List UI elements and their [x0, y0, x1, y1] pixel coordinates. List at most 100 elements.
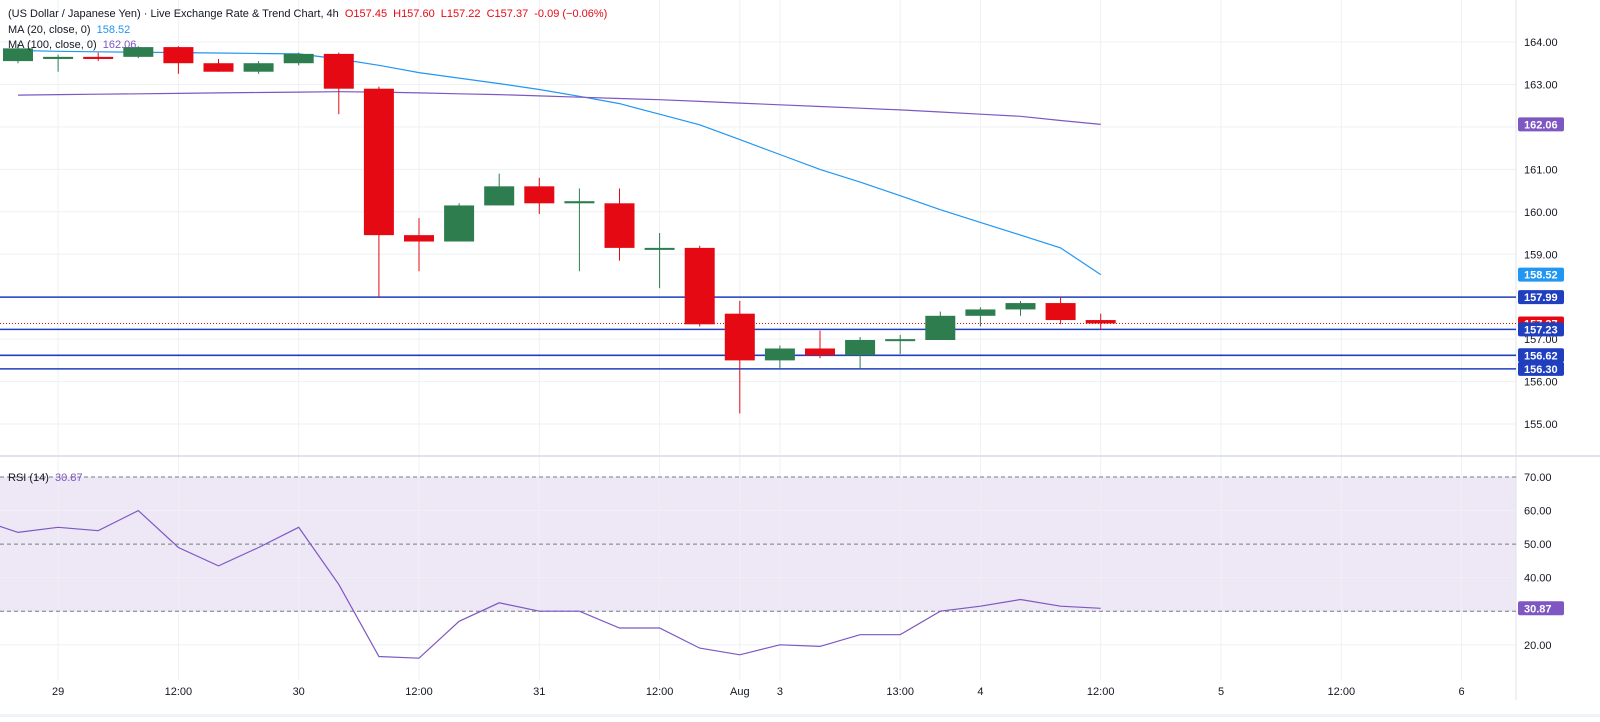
price-tag: [1518, 322, 1564, 337]
time-axis-tick-label: 29: [52, 686, 64, 698]
price-axis-tick-label: 156.00: [1524, 377, 1558, 389]
candle: [564, 188, 595, 272]
candle-body: [404, 235, 434, 242]
candle: [83, 52, 114, 62]
ma20-label: MA (20, close, 0): [8, 24, 91, 36]
candle: [1085, 313, 1116, 330]
rsi-tag-label: 30.87: [1524, 603, 1552, 615]
price-axis-tick-label: 161.00: [1524, 164, 1558, 176]
time-axis-tick-label: 31: [533, 686, 545, 698]
price-axis-tick-label: 157.00: [1524, 334, 1558, 346]
high-value: H157.60: [393, 8, 435, 20]
candle: [724, 300, 755, 414]
candle-body: [524, 186, 555, 204]
time-axis-tick-label: 12:00: [646, 686, 674, 698]
candle: [404, 218, 434, 272]
change-value: -0.09 (−0.06%): [534, 8, 608, 20]
candle: [925, 311, 956, 340]
time-axis-tick-label: 12:00: [405, 686, 433, 698]
candle-body: [805, 348, 835, 356]
candle: [845, 337, 876, 369]
open-value: O157.45: [344, 8, 388, 20]
candle: [644, 233, 675, 289]
ma100-legend: MA (100, close, 0) 162.06: [8, 38, 139, 53]
price-tag-label: 158.52: [1524, 270, 1558, 282]
time-axis-tick-label: 6: [1459, 686, 1465, 698]
candle: [163, 46, 194, 74]
price-tag: [1518, 361, 1564, 376]
candle: [524, 177, 555, 214]
candle: [805, 330, 835, 359]
rsi-value: 30.87: [55, 472, 83, 484]
rsi-axis-tick-label: 20.00: [1524, 640, 1552, 652]
ma20-value: 158.52: [96, 24, 131, 36]
candle-body: [203, 63, 234, 72]
candle: [484, 173, 515, 206]
price-tag-label: 156.62: [1524, 350, 1558, 362]
candle-body: [3, 48, 33, 62]
candle: [885, 334, 916, 355]
rsi-axis-tick-label: 50.00: [1524, 539, 1552, 551]
price-axis-tick-label: 155.00: [1524, 419, 1558, 431]
rsi-axis-tick-label: 40.00: [1524, 573, 1552, 585]
price-tag-label: 157.23: [1524, 324, 1558, 336]
ma100-label: MA (100, close, 0): [8, 39, 97, 51]
price-tag-label: 157.99: [1524, 292, 1558, 304]
time-axis-tick-label: 12:00: [1328, 686, 1356, 698]
ma100-value: 162.06: [102, 39, 137, 51]
time-axis-tick-label: 4: [977, 686, 983, 698]
price-axis-tick-label: 164.00: [1524, 37, 1558, 49]
candle-body: [845, 339, 876, 356]
candle-body: [925, 315, 956, 340]
rsi-label: RSI (14): [8, 472, 49, 484]
time-axis-tick-label: 30: [293, 686, 305, 698]
candle: [444, 203, 475, 242]
candle-body: [644, 247, 675, 250]
price-tag-label: 156.30: [1524, 364, 1558, 376]
bottom-scrollbar[interactable]: [0, 714, 1600, 717]
time-axis-tick-label: 5: [1218, 686, 1224, 698]
price-tag: [1518, 267, 1564, 282]
price-axis-tick-label: 160.00: [1524, 207, 1558, 219]
candle: [764, 345, 795, 369]
candle-body: [1085, 320, 1116, 324]
rsi-line: [0, 509, 1101, 659]
candle-body: [885, 339, 916, 342]
close-value: C157.37: [486, 8, 529, 20]
ma20-legend: MA (20, close, 0) 158.52: [8, 23, 133, 38]
candle-body: [83, 56, 114, 59]
candle: [604, 188, 635, 261]
candle: [3, 44, 33, 64]
price-axis-tick-label: 159.00: [1524, 249, 1558, 261]
candle-body: [363, 88, 394, 236]
price-tag-label: 162.06: [1524, 119, 1558, 131]
candle-body: [724, 313, 755, 361]
candle-body: [965, 309, 996, 316]
candle: [43, 54, 74, 72]
candle: [323, 52, 354, 115]
candle: [123, 46, 154, 59]
time-axis-tick-label: 12:00: [165, 686, 193, 698]
price-tag: [1518, 290, 1564, 305]
rsi-legend: RSI (14) 30.87: [8, 471, 86, 486]
rsi-axis-tick-label: 60.00: [1524, 506, 1552, 518]
candle: [243, 61, 274, 74]
candle-body: [1005, 303, 1036, 310]
candle-body: [43, 56, 74, 59]
candle-body: [123, 47, 154, 57]
price-axis-tick-label: 163.00: [1524, 79, 1558, 91]
candle-body: [484, 186, 515, 206]
candle-body: [163, 47, 194, 64]
time-axis-tick-label: 13:00: [886, 686, 914, 698]
candle-body: [1045, 303, 1076, 321]
candle: [965, 307, 996, 327]
chart-title: (US Dollar / Japanese Yen) · Live Exchan…: [8, 8, 339, 20]
low-value: L157.22: [440, 8, 481, 20]
candle-body: [283, 53, 314, 64]
ma20-line: [17, 49, 1102, 276]
candle-body: [323, 53, 354, 89]
candle-body: [564, 201, 595, 204]
candle-body: [684, 247, 715, 325]
